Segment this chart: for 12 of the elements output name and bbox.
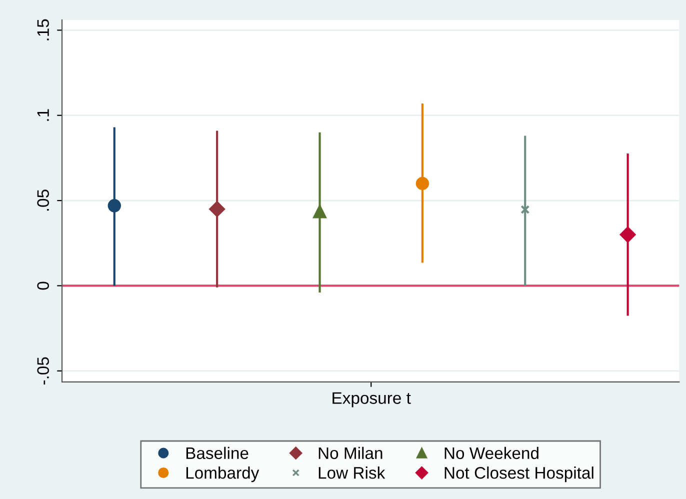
legend-label: Baseline: [186, 446, 248, 460]
legend-label: Lombardy: [186, 466, 260, 482]
legend-label: Low Risk: [318, 466, 386, 479]
y-tick-label: .1: [37, 109, 49, 121]
y-tick-label: .05: [37, 190, 49, 211]
y-tick-label: -.05: [37, 357, 49, 385]
y-tick-label: 0: [37, 282, 49, 290]
legend-label: No Milan: [318, 446, 382, 460]
legend-label: No Weekend: [444, 446, 538, 460]
x-tick-label: Exposure t: [332, 392, 411, 408]
legend-label: Not Closest Hospital: [444, 466, 594, 482]
y-tick-label: .15: [37, 19, 49, 40]
